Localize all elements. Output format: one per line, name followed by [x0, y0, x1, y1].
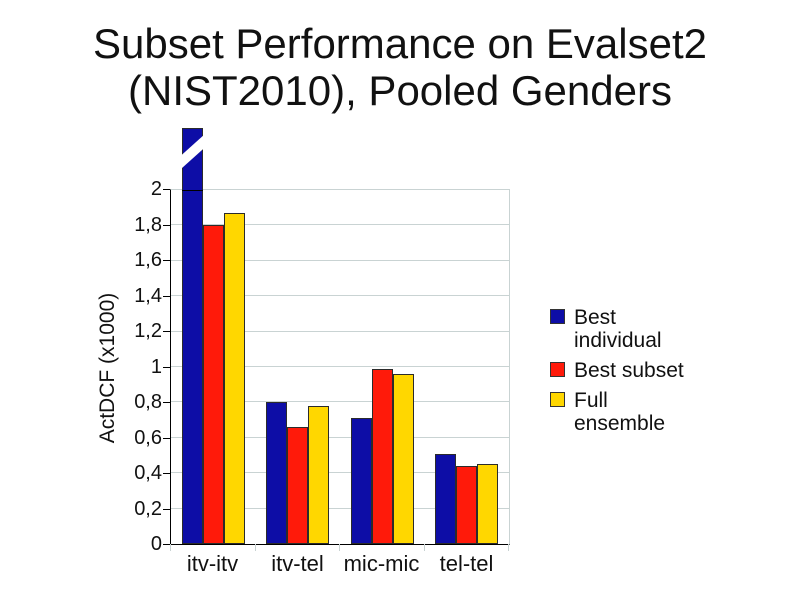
- y-tick-label: 1,2: [134, 320, 162, 342]
- y-axis-tick: [163, 544, 170, 545]
- page-title: Subset Performance on Evalset2 (NIST2010…: [0, 20, 800, 114]
- legend-label: Best subset: [574, 359, 684, 382]
- x-category-label: mic-mic: [343, 551, 420, 576]
- gridline: [171, 224, 509, 225]
- axis-max-clip-line: [182, 190, 203, 191]
- legend-label: Best individual: [574, 306, 662, 352]
- y-axis-tick: [163, 509, 170, 510]
- y-axis-tick: [163, 367, 170, 368]
- gridline: [171, 366, 509, 367]
- gridline: [171, 437, 509, 438]
- bar-best-individual-tel-tel: [435, 454, 456, 544]
- y-axis-tick: [163, 473, 170, 474]
- gridline: [171, 472, 509, 473]
- page-title-line-2: (NIST2010), Pooled Genders: [128, 67, 672, 114]
- y-tick-label: 0,4: [134, 462, 162, 484]
- gridline: [171, 401, 509, 402]
- bar-full-ensemble-itv-tel: [308, 406, 329, 544]
- bar-full-ensemble-mic-mic: [393, 374, 414, 544]
- y-tick-label: 1,6: [134, 249, 162, 271]
- x-category-label: tel-tel: [439, 551, 494, 576]
- gridline: [171, 260, 509, 261]
- legend-item: Best individual: [550, 306, 750, 352]
- x-axis-tick: [255, 544, 256, 551]
- y-tick-label: 1: [150, 356, 162, 378]
- legend-item: Best subset: [550, 359, 750, 382]
- y-axis-tick: [163, 296, 170, 297]
- y-tick-label: 0,6: [134, 427, 162, 449]
- y-tick-label: 1,8: [134, 214, 162, 236]
- legend-swatch: [550, 309, 565, 324]
- y-axis-tick: [163, 225, 170, 226]
- legend-swatch: [550, 362, 565, 377]
- bar-full-ensemble-itv-itv: [224, 213, 245, 544]
- y-tick-label: 0,8: [134, 391, 162, 413]
- legend-item: Full ensemble: [550, 389, 750, 435]
- y-tick-label: 0: [150, 533, 162, 555]
- y-axis-tick: [163, 438, 170, 439]
- y-axis-tick: [163, 260, 170, 261]
- y-tick-label: 1,4: [134, 285, 162, 307]
- plot-area: [170, 128, 510, 545]
- x-axis-tick: [508, 544, 509, 551]
- x-category-label: itv-itv: [186, 551, 239, 576]
- x-category-label: itv-tel: [271, 551, 324, 576]
- bar-best-subset-mic-mic: [372, 369, 393, 544]
- x-axis-tick: [424, 544, 425, 551]
- bar-best-subset-itv-tel: [287, 427, 308, 544]
- bar-full-ensemble-tel-tel: [477, 464, 498, 544]
- x-axis-tick: [170, 544, 171, 551]
- page-title-line-1: Subset Performance on Evalset2: [92, 20, 707, 67]
- y-axis-tick: [163, 331, 170, 332]
- gridline: [171, 331, 509, 332]
- legend-label: Full ensemble: [574, 389, 666, 435]
- bar-best-individual-itv-tel: [266, 402, 287, 544]
- bar-best-individual-itv-itv: [174, 128, 213, 544]
- bar-best-subset-itv-itv: [203, 225, 224, 544]
- y-tick-label: 2: [150, 178, 162, 200]
- break-marker: [174, 133, 213, 169]
- bar-best-individual-mic-mic: [351, 418, 372, 544]
- y-axis-tick: [163, 402, 170, 403]
- legend-swatch: [550, 392, 565, 407]
- gridline: [171, 295, 509, 296]
- bar-best-subset-tel-tel: [456, 466, 477, 544]
- y-tick-label: 0,2: [134, 498, 162, 520]
- x-axis-tick: [339, 544, 340, 551]
- gridline: [171, 508, 509, 509]
- legend: Best individual Best subset Full ensemble: [550, 306, 750, 442]
- y-axis-tick: [163, 189, 170, 190]
